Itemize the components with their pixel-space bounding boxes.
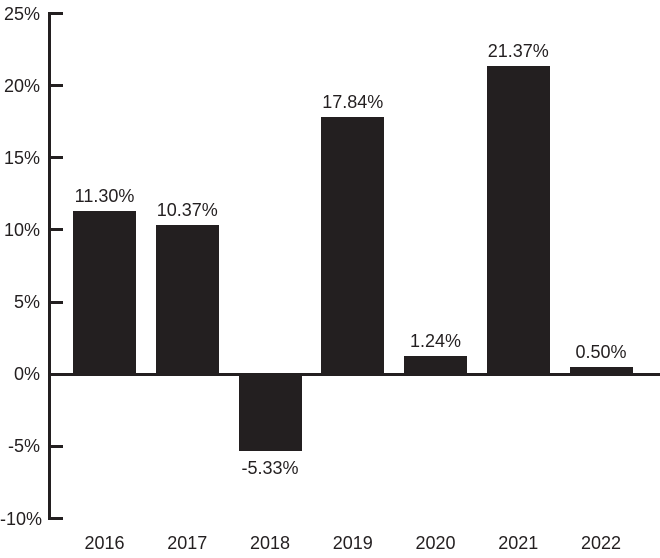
x-tick-label-2021: 2021 [498, 533, 539, 553]
y-axis-line [48, 12, 51, 520]
x-tick-label-2017: 2017 [167, 533, 208, 553]
bar-2016 [73, 211, 136, 375]
bar-value-label-2022: 0.50% [575, 342, 627, 362]
y-tick [48, 228, 63, 232]
bar-value-label-2019: 17.84% [322, 91, 384, 112]
bar-value-label-2016: 11.30% [74, 186, 135, 207]
y-tick [48, 444, 63, 448]
y-tick-label: 10% [3, 219, 40, 240]
y-tick-label: 25% [3, 3, 40, 24]
y-tick-label: 5% [13, 292, 40, 313]
x-tick-label-2022: 2022 [580, 533, 622, 553]
bar-2017 [155, 224, 219, 375]
bar-2022 [569, 367, 633, 375]
y-tick [48, 12, 63, 15]
x-tick-label-2020: 2020 [415, 533, 456, 553]
bar-2020 [404, 356, 467, 375]
y-tick [48, 300, 63, 304]
x-tick-label-2018: 2018 [249, 533, 291, 553]
bar-2021 [486, 65, 550, 375]
bar-value-label-2018: -5.33% [241, 458, 299, 479]
y-tick-label: 15% [3, 147, 40, 168]
y-tick-label: 20% [3, 75, 40, 96]
y-tick-label: 0% [13, 364, 40, 385]
y-tick-label: -10% [0, 508, 43, 529]
y-tick [48, 156, 63, 160]
zero-baseline [48, 372, 660, 376]
y-tick-label: -5% [7, 436, 40, 457]
bar-2018 [238, 374, 302, 452]
bar-value-label-2017: 10.37% [156, 199, 218, 220]
x-tick-label-2019: 2019 [332, 533, 373, 553]
y-tick [48, 517, 63, 520]
bar-value-label-2020: 1.24% [409, 331, 462, 352]
bar-2019 [321, 116, 385, 375]
bar-value-label-2021: 21.37% [487, 40, 549, 61]
x-tick-label-2016: 2016 [84, 533, 125, 553]
y-tick [48, 84, 63, 88]
